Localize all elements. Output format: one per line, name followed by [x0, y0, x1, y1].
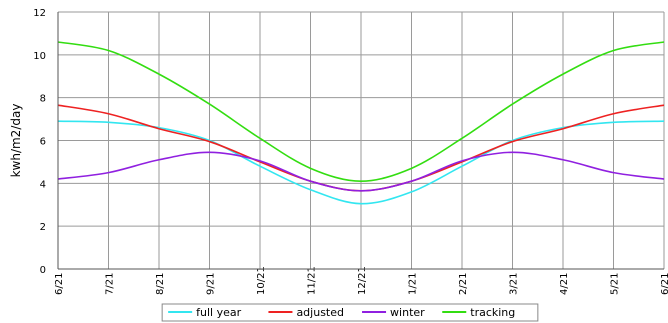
- legend: full year adjusted winter tracking: [161, 303, 539, 322]
- x-tick-label: 8/21: [155, 273, 166, 295]
- series-line-tracking: [57, 41, 665, 182]
- y-tick-label: 10: [33, 51, 46, 62]
- series-line-full-year: [57, 120, 665, 205]
- x-tick-label: 10/21: [256, 266, 267, 295]
- series-line-winter: [57, 151, 665, 192]
- y-tick-label: 12: [33, 8, 46, 19]
- x-tick-label: 6/21: [54, 273, 65, 295]
- x-tick-label: 1/21: [408, 273, 419, 295]
- y-tick-label: 6: [40, 137, 46, 148]
- legend-label: winter: [390, 306, 425, 319]
- legend-label: adjusted: [296, 306, 344, 319]
- series-lines: [57, 41, 665, 205]
- y-tick-label: 8: [40, 94, 46, 105]
- x-tick-label: 11/21: [307, 266, 318, 295]
- x-tick-label: 4/21: [559, 273, 570, 295]
- y-tick-label: 0: [40, 265, 46, 276]
- x-tick-label: 2/21: [458, 273, 469, 295]
- y-tick-label: 2: [40, 222, 46, 233]
- x-tick-label: 7/21: [105, 273, 116, 295]
- grid: [57, 11, 665, 270]
- legend-box: [161, 303, 539, 322]
- legend-label: full year: [196, 306, 241, 319]
- y-axis-title: kwh/m2/day: [9, 104, 23, 178]
- legend-label: tracking: [470, 306, 515, 319]
- x-tick-label: 3/21: [509, 273, 520, 295]
- x-tick-label: 6/21: [660, 273, 668, 295]
- x-tick-label: 9/21: [206, 273, 217, 295]
- x-tick-label: 12/21: [357, 266, 368, 295]
- y-tick-label: 4: [40, 179, 46, 190]
- axes: 6/21 7/21 8/21 9/21 10/21 11/21 12/21 1/21 2/21 3…: [33, 8, 668, 295]
- x-tick-label: 5/21: [610, 273, 621, 295]
